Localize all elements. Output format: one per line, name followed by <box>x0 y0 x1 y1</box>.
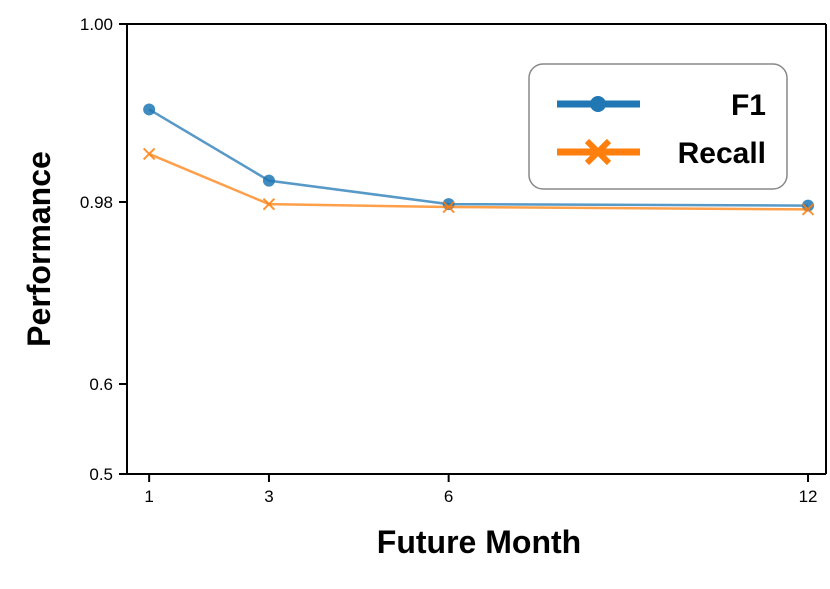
f1-series-line <box>148 108 809 207</box>
legend: F1 Recall <box>528 63 788 190</box>
x-ticks: 1 3 6 12 <box>144 474 817 506</box>
x-tick-label: 1 <box>144 487 153 506</box>
x-tick-label: 12 <box>799 487 818 506</box>
recall-point <box>442 200 455 214</box>
x-tick-label: 6 <box>444 487 453 506</box>
y-ticks: 1.00 0.98 0.6 0.5 <box>80 15 127 484</box>
y-axis-title: Performance <box>21 151 57 347</box>
f1-point <box>262 174 275 187</box>
legend-recall-marker <box>584 138 612 166</box>
recall-point <box>142 147 156 161</box>
recall-point <box>801 203 815 216</box>
y-tick-label: 0.98 <box>80 193 113 212</box>
y-tick-label: 0.5 <box>89 465 113 484</box>
legend-f1-label: F1 <box>731 89 766 122</box>
x-tick-label: 3 <box>264 487 273 506</box>
plot-frame <box>126 23 827 475</box>
y-tick-label: 0.6 <box>89 375 113 394</box>
f1-point <box>143 103 156 116</box>
legend-recall-label: Recall <box>678 137 766 170</box>
legend-f1-marker <box>590 96 606 112</box>
y-tick-label: 1.00 <box>80 15 113 34</box>
recall-series-line <box>148 152 809 211</box>
series-layer <box>142 103 815 216</box>
legend-box <box>528 63 788 190</box>
recall-point <box>262 197 276 211</box>
x-axis-title: Future Month <box>377 524 581 560</box>
